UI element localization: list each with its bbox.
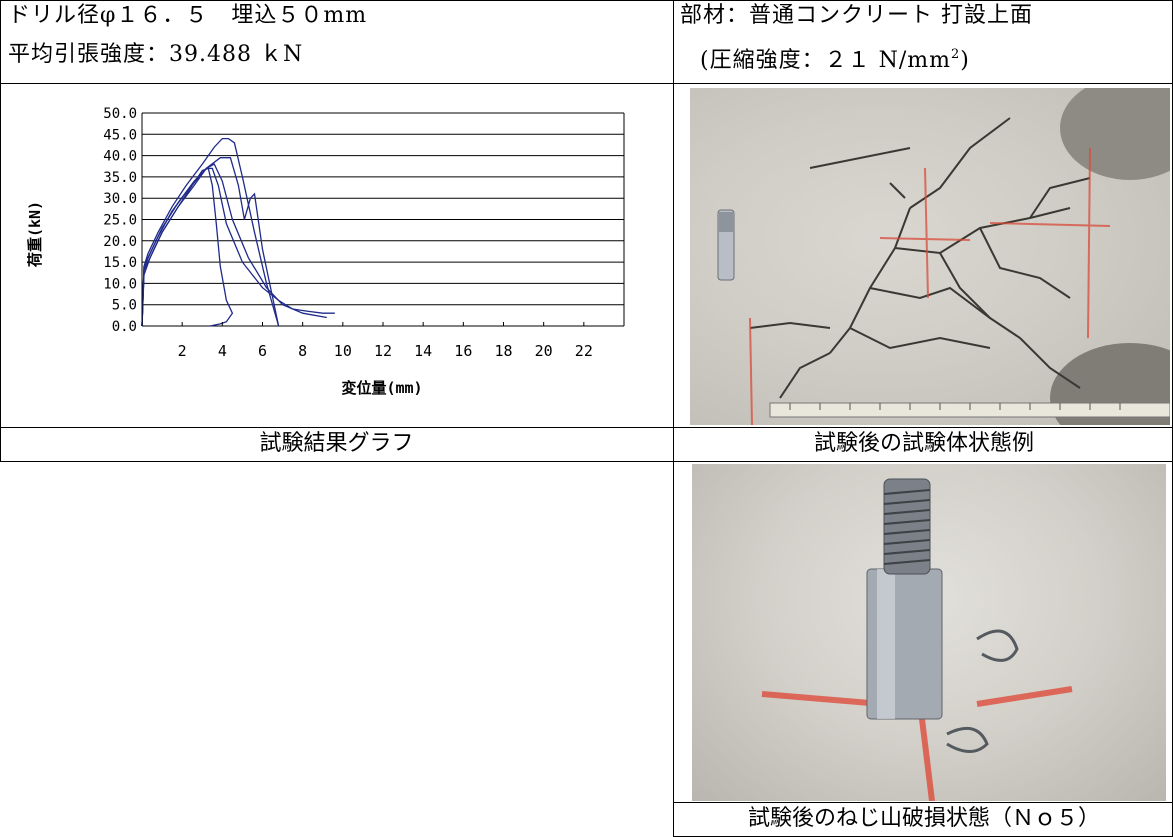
thread-shavings	[946, 629, 1019, 753]
chart-y-tick-label: 30.0	[103, 191, 137, 207]
chart-series-line	[141, 137, 280, 327]
chart-series-line	[141, 167, 335, 327]
table-border-left	[0, 0, 1, 462]
chart-x-tick-label: 18	[494, 342, 512, 360]
specimen-caption: 試験後の試験体状態例	[813, 431, 1034, 456]
chart-x-tick-label: 8	[298, 342, 307, 360]
table-rule-photo	[0, 427, 1173, 428]
chart-axes	[141, 113, 625, 326]
marker-lines	[761, 686, 1073, 801]
specimen-photo	[690, 88, 1170, 425]
chart-x-tick-label: 22	[575, 342, 593, 360]
chart-x-tick-label: 2	[178, 342, 187, 360]
measuring-tape-ticks	[789, 403, 1121, 410]
chart-y-tick-label: 25.0	[103, 213, 137, 229]
marker-lines	[749, 147, 1111, 425]
chart-x-tick-label: 10	[334, 342, 352, 360]
chart-series-group	[141, 137, 335, 327]
load-displacement-chart: 0.0 5.0 10.0 15.0 20.0 25.0 30.0 35.0 40.0 45.0 50…	[26, 106, 625, 397]
chart-series-line	[141, 157, 280, 327]
unit-superscript: 2	[950, 47, 961, 62]
chart-y-tick-label: 15.0	[103, 255, 137, 271]
compressive-strength-text: (圧縮強度：２１ N/mm2)	[700, 47, 970, 73]
aggregate-patch	[1060, 88, 1170, 180]
chart-y-tick-label: 45.0	[103, 127, 137, 143]
chart-series-line	[141, 163, 327, 327]
bolt-thread-lines	[883, 489, 931, 565]
chart-grid	[142, 112, 624, 327]
thread-caption: 試験後のねじ山破損状態（Ｎｏ５）	[747, 806, 1100, 831]
specimen-photo-image	[717, 88, 1170, 425]
table-rule-header	[0, 83, 1173, 84]
crack-lines	[749, 117, 1091, 399]
chart-x-tick-label: 20	[535, 342, 553, 360]
chart-x-tick-label: 14	[414, 342, 432, 360]
graph-caption: 試験結果グラフ	[259, 431, 414, 456]
chart-x-tick-label: 16	[454, 342, 472, 360]
thread-damage-photo	[692, 464, 1166, 801]
thread-damage-photo-image	[761, 478, 1073, 801]
chart-y-tick-label: 10.0	[103, 276, 137, 292]
table-border-top	[0, 0, 1173, 1]
chart-series-line	[141, 167, 234, 327]
chart-y-tick-label: 50.0	[103, 106, 137, 122]
sleeve-highlight	[877, 569, 895, 719]
chart-x-tick-label: 12	[374, 342, 392, 360]
table-rule-caption	[0, 461, 1173, 462]
chart-x-axis-label: 変位量(mm)	[341, 379, 422, 397]
chart-y-tick-label: 35.0	[103, 170, 137, 186]
chart-y-axis-label: 荷重(kN)	[26, 201, 44, 267]
chart-y-tick-label: 40.0	[103, 149, 137, 165]
chart-x-tick-label: 6	[258, 342, 267, 360]
drill-spec-text: ドリル径φ１６．５ 埋込５０mm	[8, 3, 368, 28]
chart-tick-labels: 0.0 5.0 10.0 15.0 20.0 25.0 30.0 35.0 40.0 45.0 50…	[103, 106, 593, 360]
chart-y-tick-label: 0.0	[112, 319, 137, 335]
table-rule-lower-caption	[673, 802, 1173, 803]
chart-y-tick-label: 20.0	[103, 234, 137, 250]
chart-x-tick-label: 4	[218, 342, 227, 360]
member-text: 部材：普通コンクリート 打設上面	[680, 3, 1033, 28]
chart-y-tick-label: 5.0	[112, 298, 137, 314]
table-divider-vertical	[673, 0, 674, 837]
anchor-bolt-thread	[719, 212, 733, 232]
average-tensile-text: 平均引張強度：39.488 ｋN	[8, 42, 304, 67]
